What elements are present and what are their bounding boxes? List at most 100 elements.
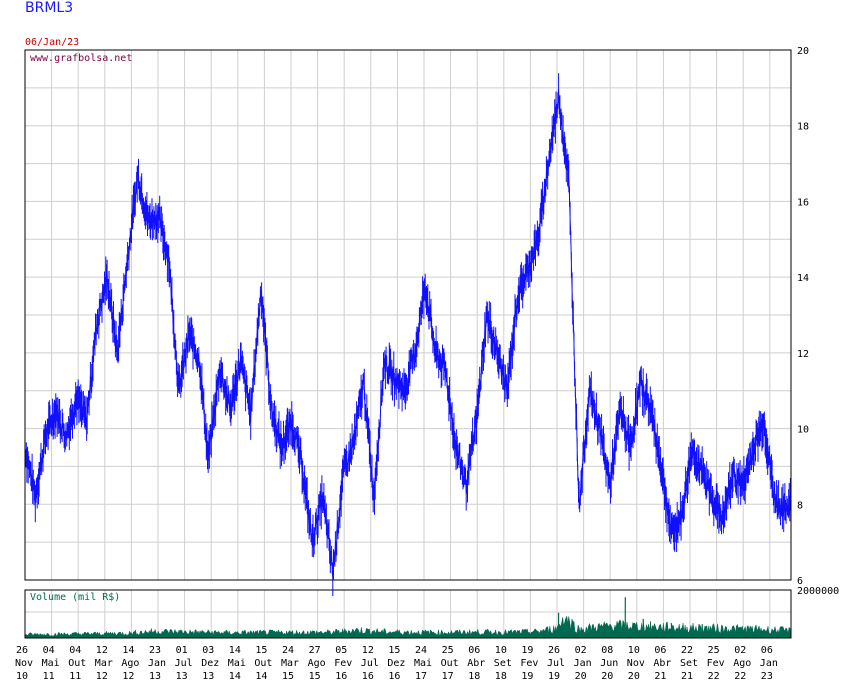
x-tick-year: 13: [176, 671, 188, 682]
x-tick-month: Fev: [520, 658, 538, 669]
x-tick-month: Nov: [15, 658, 33, 669]
x-tick-day: 10: [628, 645, 640, 656]
x-tick-day: 02: [575, 645, 587, 656]
price-y-tick-label: 6: [797, 576, 803, 587]
x-tick-year: 21: [654, 671, 666, 682]
x-tick-month: Dez: [387, 658, 405, 669]
x-tick-day: 24: [282, 645, 294, 656]
x-tick-month: Jul: [547, 658, 565, 669]
x-tick-day: 25: [442, 645, 454, 656]
x-tick-month: Mar: [95, 658, 113, 669]
x-tick-month: Dez: [201, 658, 219, 669]
x-tick-day: 15: [388, 645, 400, 656]
x-tick-day: 14: [122, 645, 134, 656]
price-y-tick-label: 10: [797, 425, 809, 436]
price-y-tick-label: 14: [797, 273, 809, 284]
x-tick-year: 19: [548, 671, 560, 682]
x-tick-day: 08: [601, 645, 613, 656]
x-tick-month: Ago: [121, 658, 139, 669]
price-y-tick-label: 20: [797, 46, 809, 57]
x-tick-year: 13: [149, 671, 161, 682]
x-tick-year: 22: [734, 671, 746, 682]
source-watermark: www.grafbolsa.net: [30, 53, 132, 64]
x-tick-year: 10: [16, 671, 28, 682]
x-tick-year: 14: [255, 671, 267, 682]
price-y-tick-label: 12: [797, 349, 809, 360]
x-tick-year: 19: [521, 671, 533, 682]
x-tick-month: Nov: [627, 658, 645, 669]
volume-spikes: [557, 597, 703, 638]
x-tick-day: 04: [69, 645, 81, 656]
x-tick-day: 22: [681, 645, 693, 656]
volume-series-area: [24, 615, 792, 639]
x-tick-day: 06: [654, 645, 666, 656]
x-tick-year: 17: [415, 671, 427, 682]
price-y-axis: 6 8 10 12 14 16 18 20: [797, 46, 809, 587]
volume-y-tick-label: 2000000: [797, 586, 839, 597]
x-tick-day: 05: [335, 645, 347, 656]
x-tick-month: Mai: [228, 658, 246, 669]
price-series-line: [24, 73, 792, 596]
x-tick-year: 16: [388, 671, 400, 682]
x-tick-year: 12: [122, 671, 134, 682]
x-tick-day: 01: [176, 645, 188, 656]
x-tick-year: 14: [229, 671, 241, 682]
x-tick-year: 12: [96, 671, 108, 682]
x-tick-day: 06: [468, 645, 480, 656]
x-tick-day: 15: [255, 645, 267, 656]
x-axis: 26 Nov 10 04 Mai 11 04 Out 11 12 Mar 12 14 Ago 12 23 Jan…: [15, 645, 778, 682]
x-tick-day: 26: [16, 645, 28, 656]
x-tick-year: 20: [575, 671, 587, 682]
x-tick-year: 18: [495, 671, 507, 682]
x-tick-month: Abr: [653, 658, 671, 669]
x-tick-month: Fev: [707, 658, 725, 669]
price-y-tick-label: 8: [797, 500, 803, 511]
x-tick-day: 14: [229, 645, 241, 656]
x-tick-month: Fev: [334, 658, 352, 669]
x-tick-month: Jun: [600, 658, 618, 669]
x-tick-day: 23: [149, 645, 161, 656]
x-tick-year: 15: [309, 671, 321, 682]
x-tick-month: Out: [68, 658, 86, 669]
volume-title: Volume (mil R$): [30, 592, 120, 603]
price-plot-frame: [24, 49, 792, 581]
x-tick-month: Abr: [467, 658, 485, 669]
x-tick-year: 20: [601, 671, 613, 682]
x-tick-month: Set: [680, 658, 698, 669]
x-tick-year: 11: [43, 671, 55, 682]
x-tick-year: 18: [468, 671, 480, 682]
x-tick-year: 11: [69, 671, 81, 682]
price-y-tick-label: 18: [797, 122, 809, 133]
price-grid: [24, 49, 791, 581]
x-tick-year: 22: [708, 671, 720, 682]
x-tick-day: 25: [708, 645, 720, 656]
x-tick-month: Set: [494, 658, 512, 669]
x-tick-year: 16: [335, 671, 347, 682]
ticker-title: BRML3: [25, 0, 74, 16]
x-tick-day: 24: [415, 645, 427, 656]
x-tick-day: 26: [548, 645, 560, 656]
x-tick-month: Jul: [361, 658, 379, 669]
x-tick-month: Jan: [760, 658, 778, 669]
quote-date: 06/Jan/23: [25, 37, 80, 48]
x-tick-month: Out: [254, 658, 272, 669]
x-tick-day: 04: [43, 645, 55, 656]
x-tick-day: 06: [761, 645, 773, 656]
x-tick-day: 03: [202, 645, 214, 656]
x-tick-month: Ago: [733, 658, 751, 669]
x-tick-month: Out: [441, 658, 459, 669]
x-tick-year: 17: [442, 671, 454, 682]
x-tick-year: 21: [681, 671, 693, 682]
x-tick-day: 12: [362, 645, 374, 656]
x-tick-year: 16: [362, 671, 374, 682]
x-tick-year: 13: [202, 671, 214, 682]
volume-y-axis: 2000000: [797, 586, 839, 597]
x-tick-year: 20: [628, 671, 640, 682]
price-y-tick-label: 16: [797, 197, 809, 208]
x-tick-month: Jul: [175, 658, 193, 669]
x-tick-year: 23: [761, 671, 773, 682]
x-tick-year: 15: [282, 671, 294, 682]
x-tick-month: Mar: [281, 658, 299, 669]
x-tick-month: Mai: [414, 658, 432, 669]
